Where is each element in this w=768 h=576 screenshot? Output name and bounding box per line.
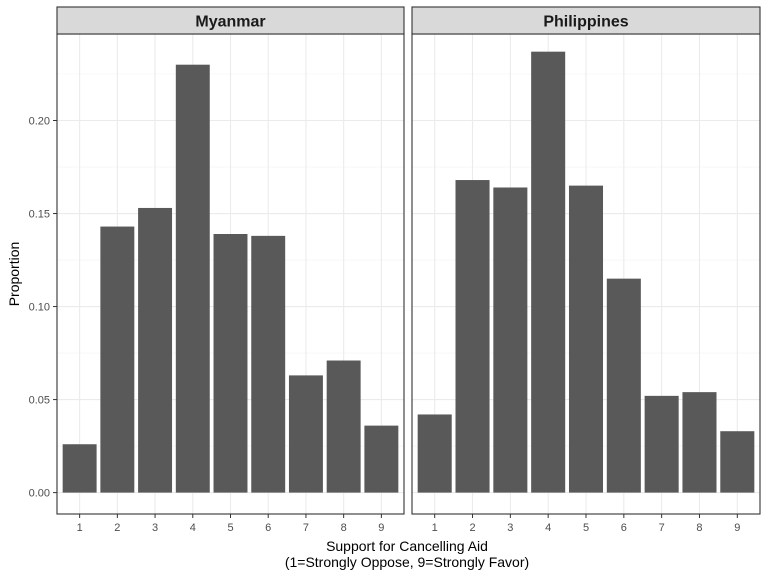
x-tick-label: 7 xyxy=(303,522,309,534)
bar-philippines-5 xyxy=(568,185,604,493)
x-tick-label: 1 xyxy=(77,522,83,534)
x-tick-label: 1 xyxy=(432,522,438,534)
panel-myanmar: Myanmar 1 2 3 4 5 6 7 8 9 xyxy=(56,6,405,534)
x-tick-label: 8 xyxy=(696,522,702,534)
x-tick-label: 8 xyxy=(341,522,347,534)
y-tick-label: 0.10 xyxy=(29,302,50,314)
x-tick-label: 7 xyxy=(659,522,665,534)
bar-myanmar-4 xyxy=(175,64,210,493)
x-tick-label: 9 xyxy=(734,522,740,534)
bar-myanmar-1 xyxy=(62,444,97,493)
panel-philippines: Philippines 1 2 3 4 5 6 7 8 9 xyxy=(411,6,761,534)
bar-myanmar-6 xyxy=(251,235,286,493)
bar-philippines-1 xyxy=(417,414,452,493)
x-tick-label: 9 xyxy=(378,522,384,534)
bar-philippines-2 xyxy=(455,180,490,493)
bar-philippines-3 xyxy=(493,187,528,493)
bar-myanmar-7 xyxy=(288,375,323,493)
x-tick-label: 4 xyxy=(545,522,551,534)
x-tick-label: 2 xyxy=(114,522,120,534)
x-tick-label: 5 xyxy=(583,522,589,534)
facet-title: Myanmar xyxy=(195,14,265,31)
y-tick-label: 0.05 xyxy=(29,395,50,407)
bar-myanmar-9 xyxy=(364,425,399,493)
y-axis-title: Proportion xyxy=(6,242,22,307)
bar-philippines-9 xyxy=(720,431,755,493)
bar-myanmar-3 xyxy=(138,207,173,493)
x-axis-subtitle: (1=Strongly Oppose, 9=Strongly Favor) xyxy=(285,554,529,570)
facet-title: Philippines xyxy=(543,14,628,31)
x-tick-label: 2 xyxy=(469,522,475,534)
x-tick-label: 6 xyxy=(621,522,627,534)
bar-philippines-8 xyxy=(682,392,717,493)
x-axis-title: Support for Cancelling Aid xyxy=(326,538,488,554)
y-tick-label: 0.20 xyxy=(29,116,50,128)
x-tick-label: 4 xyxy=(190,522,196,534)
bar-myanmar-5 xyxy=(213,234,248,493)
bar-philippines-4 xyxy=(531,51,566,493)
x-tick-label: 3 xyxy=(507,522,513,534)
bar-philippines-6 xyxy=(606,278,641,493)
x-tick-label: 3 xyxy=(152,522,158,534)
bar-myanmar-8 xyxy=(326,360,361,493)
panels-layer: Myanmar 1 2 3 4 5 6 7 8 9 Philippines 1 2 3 4 5 6 7 8 9 xyxy=(56,6,761,534)
x-tick-label: 6 xyxy=(265,522,271,534)
y-tick-label: 0.00 xyxy=(29,488,50,500)
y-axis: 0.00 0.05 0.10 0.15 0.20 xyxy=(29,116,57,500)
bar-philippines-7 xyxy=(644,395,679,493)
y-tick-label: 0.15 xyxy=(29,209,50,221)
facet-strip xyxy=(411,6,761,35)
x-tick-label: 5 xyxy=(227,522,233,534)
facet-strip xyxy=(56,6,405,35)
bar-myanmar-2 xyxy=(100,226,135,493)
